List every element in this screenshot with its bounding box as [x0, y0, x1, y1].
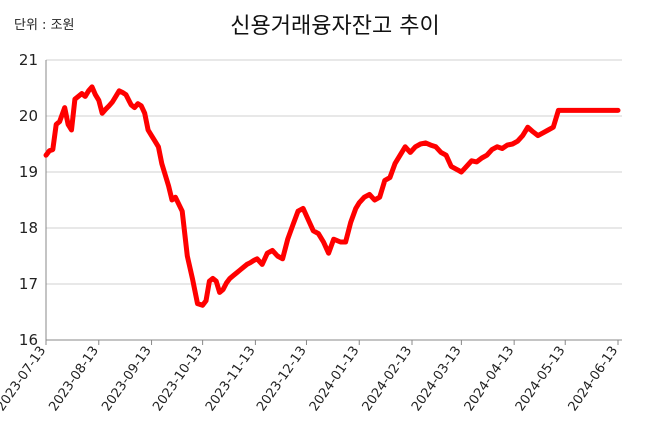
- y-tick-label: 21: [19, 51, 38, 69]
- x-tick-label: 2023-09-13: [99, 344, 155, 415]
- series-line: [43, 84, 621, 308]
- y-tick-label: 18: [19, 219, 38, 237]
- chart-title: 신용거래융자잔고 추이: [230, 14, 440, 39]
- x-tick-label: 2024-05-13: [513, 344, 569, 415]
- y-tick-label: 17: [19, 275, 38, 293]
- y-tick-label: 20: [19, 107, 38, 125]
- x-tick-label: 2023-08-13: [46, 344, 102, 415]
- x-tick-label: 2024-06-13: [566, 344, 622, 415]
- x-tick-label: 2024-04-13: [462, 344, 518, 415]
- unit-label: 단위 : 조원: [14, 18, 75, 33]
- x-tick-label: 2023-12-13: [254, 344, 310, 415]
- y-tick-label: 19: [19, 163, 38, 181]
- x-tick-label: 2024-01-13: [307, 344, 363, 415]
- x-tick-label: 2024-03-13: [409, 344, 465, 415]
- x-tick-label: 2023-11-13: [203, 344, 259, 415]
- x-tick-label: 2023-10-13: [150, 344, 206, 415]
- y-tick-label: 16: [19, 331, 38, 349]
- x-tick-label: 2023-07-13: [0, 344, 49, 415]
- x-tick-label: 2024-02-13: [360, 344, 416, 415]
